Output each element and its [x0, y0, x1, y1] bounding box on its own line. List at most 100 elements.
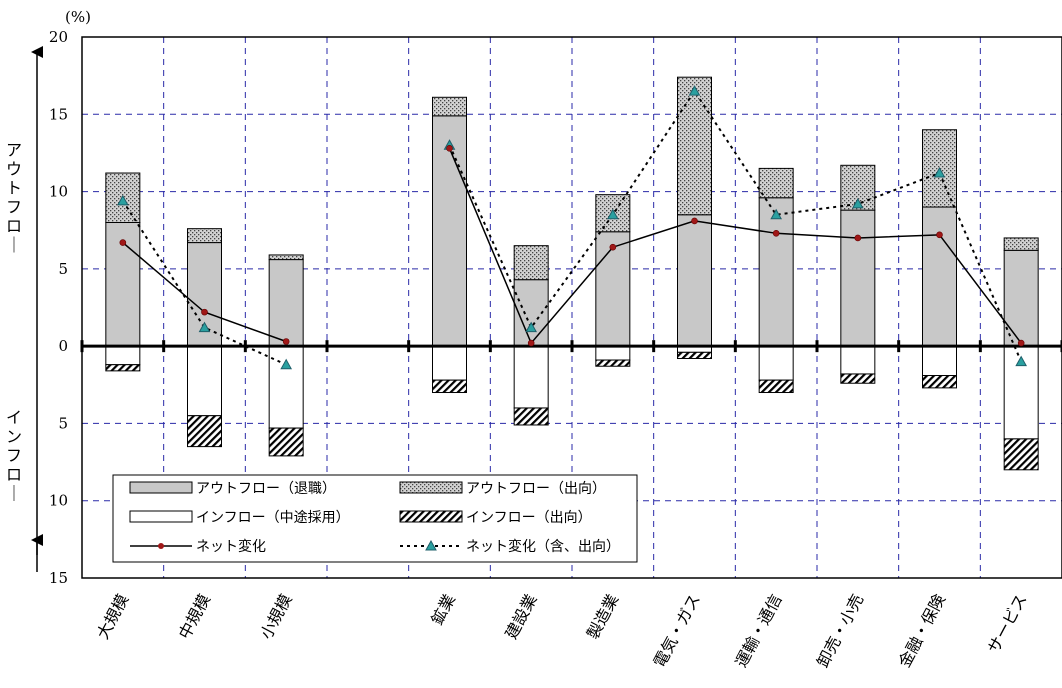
point-net: [201, 308, 208, 316]
y-tick-label: 15: [49, 105, 68, 123]
x-tick-label: 鉱業: [427, 591, 459, 628]
plot-frame: [81, 36, 1062, 579]
point-net: [854, 234, 862, 242]
legend-marker: [158, 543, 164, 549]
y-tick-label: 5: [58, 414, 68, 432]
legend-label: アウトフロー（退職）: [196, 481, 336, 497]
legend-label: ネット変化（含、出向）: [466, 538, 620, 555]
bar-outflow-secondment: [513, 245, 549, 281]
line-net-incl-secondment: [448, 89, 1023, 362]
x-tick-label: 電気・ガス: [650, 591, 704, 671]
outflow-side-label: アウトフロ｜: [6, 141, 22, 255]
legend-box: [112, 474, 638, 563]
bar-inflow-midcareer: [513, 345, 549, 409]
unit-label: (%): [65, 8, 91, 26]
x-tick-label: サービス: [984, 591, 1031, 656]
y-tick-label: 15: [49, 569, 68, 587]
outflow-side-label-char: ア: [6, 141, 22, 160]
bar-inflow-midcareer: [595, 345, 631, 361]
bar-inflow-secondment: [840, 373, 876, 384]
legend-swatch: [129, 510, 193, 523]
x-tick-label: 小規模: [256, 591, 295, 642]
legend-label: アウトフロー（出向）: [466, 481, 606, 497]
inflow-side-label-char: ロ: [6, 465, 22, 484]
x-tick-label: 製造業: [583, 591, 622, 642]
bar-inflow-secondment: [105, 364, 141, 372]
bar-outflow-secondment: [1003, 237, 1039, 251]
inflow-side-label-char: フ: [6, 446, 22, 465]
bar-inflow-midcareer: [268, 345, 304, 429]
bar-outflow-retirement: [1003, 249, 1039, 347]
bar-inflow-secondment: [677, 351, 712, 360]
bar-inflow-midcareer: [922, 345, 957, 377]
inflow-side-label-char: イ: [6, 408, 22, 427]
line-net-incl-secondment: [121, 200, 287, 366]
bar-outflow-secondment: [922, 129, 957, 208]
outflow-side-label-char: ウ: [6, 160, 22, 179]
point-net: [446, 144, 453, 152]
lines: [116, 85, 1028, 370]
bar-inflow-midcareer: [840, 345, 876, 375]
bar-outflow-secondment: [677, 76, 712, 216]
y-tick-label: 5: [58, 260, 68, 278]
x-tick-label: 運輸・通信: [731, 591, 785, 671]
point-net: [691, 217, 698, 225]
point-net-incl-secondment: [851, 197, 864, 209]
x-tick-labels: 大規模 中規模 小規模 鉱業 建設業 製造業 電気・ガス 運輸・通信 卸売・小売 金融・保険 サービ…: [93, 591, 1031, 671]
y-tick-label: 10: [49, 183, 68, 201]
bar-inflow-midcareer: [432, 345, 467, 381]
bar-inflow-secondment: [432, 379, 467, 394]
bar-inflow-secondment: [187, 415, 222, 448]
point-net: [119, 239, 127, 246]
inflow-side-label-char: ｜: [6, 484, 22, 503]
bar-inflow-secondment: [268, 427, 304, 457]
y-tick-label: 10: [49, 492, 68, 510]
y-tick-label: 20: [49, 28, 68, 46]
point-net-incl-secondment: [525, 321, 538, 333]
point-net-incl-secondment: [770, 208, 783, 220]
point-net: [772, 230, 780, 237]
point-net: [1017, 339, 1025, 347]
legend-label: ネット変化: [196, 538, 266, 555]
zero-axis: [80, 340, 1062, 353]
bar-outflow-secondment: [268, 254, 304, 261]
bar-outflow-secondment: [432, 96, 467, 117]
legend-marker: [425, 539, 437, 551]
bar-inflow-midcareer: [105, 345, 141, 366]
point-net-incl-secondment: [280, 358, 293, 370]
y-tick-label: 0: [58, 337, 68, 355]
bar-outflow-retirement: [922, 206, 957, 347]
inflow-side-label-char: ン: [6, 427, 22, 446]
side-labels: アウトフロ｜インフロ｜: [6, 141, 22, 504]
bar-outflow-secondment: [758, 167, 794, 199]
point-net-incl-secondment: [933, 166, 946, 178]
line-net: [448, 148, 1022, 345]
point-net-incl-secondment: [606, 208, 619, 220]
y-tick-labels: 20 15 10 5 0 5 10 15: [49, 28, 68, 587]
bars: [105, 76, 1039, 471]
x-tick-label: 卸売・小売: [813, 591, 867, 671]
bar-inflow-secondment: [758, 379, 794, 394]
legend-label: インフロー（出向）: [466, 510, 592, 526]
bar-outflow-retirement: [432, 115, 467, 347]
bar-inflow-secondment: [922, 375, 957, 389]
grid: [82, 37, 1062, 578]
point-net-incl-secondment: [1015, 355, 1028, 367]
bar-inflow-secondment: [1003, 438, 1039, 471]
bar-inflow-secondment: [513, 407, 549, 426]
x-tick-label: 建設業: [501, 591, 540, 642]
outflow-side-label-char: ト: [6, 179, 22, 198]
bar-inflow-midcareer: [758, 345, 794, 381]
bar-outflow-retirement: [268, 259, 304, 347]
bar-inflow-midcareer: [187, 345, 222, 417]
point-net-incl-secondment: [116, 194, 129, 206]
inflow-side-label: インフロ｜: [6, 408, 22, 503]
bar-outflow-secondment: [187, 228, 222, 244]
legend-swatch: [129, 481, 193, 494]
point-net-incl-secondment: [198, 321, 211, 333]
legend: アウトフロー（退職） アウトフロー（出向） インフロー（中途採用） インフロー（出向）…: [112, 474, 638, 563]
bar-inflow-secondment: [595, 359, 631, 367]
bar-outflow-retirement: [677, 214, 712, 347]
x-tick-label: 中規模: [175, 591, 214, 642]
